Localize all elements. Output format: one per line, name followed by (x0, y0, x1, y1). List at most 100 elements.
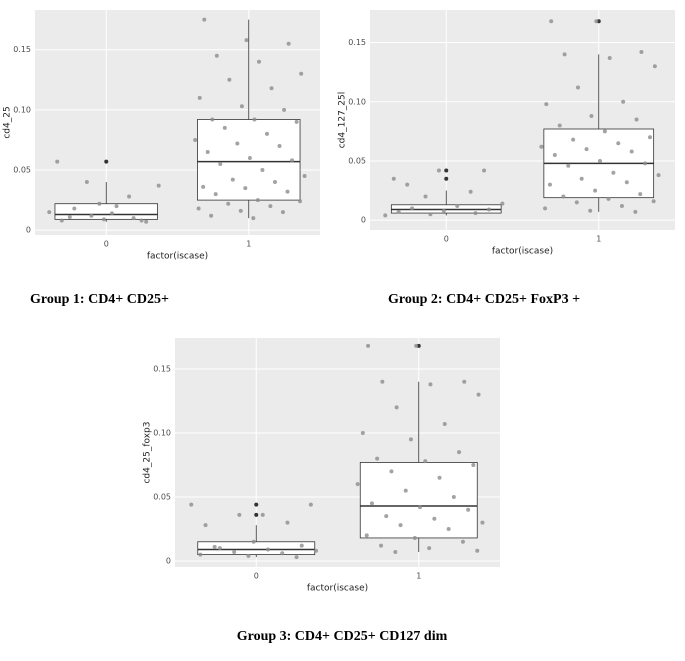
point (403, 488, 408, 493)
y-tick-label: 0 (26, 226, 31, 235)
point (594, 19, 599, 24)
point (619, 203, 624, 208)
point (213, 192, 218, 197)
point (257, 59, 262, 64)
point (442, 422, 447, 427)
point (607, 55, 612, 60)
point (209, 213, 214, 218)
point (201, 184, 206, 189)
outlier (444, 168, 449, 173)
point (282, 107, 287, 112)
point (238, 208, 243, 213)
point (566, 163, 571, 168)
point (251, 216, 256, 221)
point (139, 218, 144, 223)
point (576, 85, 581, 90)
point (280, 210, 285, 215)
point (396, 209, 401, 214)
point (446, 526, 451, 531)
point (428, 212, 433, 217)
point (189, 502, 194, 507)
point (375, 456, 380, 461)
y-tick-label: 0.15 (153, 364, 171, 373)
y-tick-label: 0.05 (153, 492, 171, 501)
point (299, 71, 304, 76)
y-tick-label: 0.10 (13, 105, 31, 114)
point (457, 450, 462, 455)
x-tick-label: 1 (246, 240, 251, 249)
point (473, 211, 478, 216)
y-tick-label: 0 (166, 556, 171, 565)
caption: Group 3: CD4+ CD25+ CD127 dim (237, 629, 448, 644)
point (72, 206, 77, 211)
point (55, 159, 60, 164)
point (364, 533, 369, 538)
point (638, 192, 643, 197)
point (380, 379, 385, 384)
point (486, 207, 491, 212)
point (593, 188, 598, 193)
point (562, 52, 567, 57)
point (369, 501, 374, 506)
point (286, 41, 291, 46)
point (393, 550, 398, 555)
outlier (444, 176, 449, 181)
point (277, 143, 282, 148)
point (280, 551, 285, 556)
point (237, 512, 242, 517)
y-tick-label: 0.15 (348, 38, 366, 47)
point (247, 155, 252, 160)
point (427, 546, 432, 551)
point (557, 123, 562, 128)
point (384, 514, 389, 519)
point (269, 86, 274, 91)
point (265, 547, 270, 552)
point (588, 208, 593, 213)
box (197, 541, 316, 555)
point (414, 343, 419, 348)
point (621, 99, 626, 104)
point (67, 214, 72, 219)
y-tick-label: 0.05 (348, 156, 366, 165)
point (355, 482, 360, 487)
point (109, 211, 114, 216)
point (97, 201, 102, 206)
box (359, 462, 478, 539)
point (210, 117, 215, 122)
point (423, 459, 428, 464)
x-tick-label: 0 (104, 240, 109, 249)
x-tick-label: 1 (416, 572, 421, 581)
point (656, 173, 661, 178)
point (624, 180, 629, 185)
point (198, 552, 203, 557)
x-axis-label: factor(iscase) (147, 252, 208, 262)
y-tick-label: 0.05 (13, 166, 31, 175)
point (549, 19, 554, 24)
point (272, 180, 277, 185)
point (308, 502, 313, 507)
box (54, 203, 158, 220)
point (246, 553, 251, 558)
x-tick-label: 0 (254, 572, 259, 581)
point (294, 555, 299, 560)
point (466, 507, 471, 512)
point (197, 95, 202, 100)
point (156, 183, 161, 188)
point (260, 512, 265, 517)
point (616, 141, 621, 146)
point (252, 117, 257, 122)
point (299, 543, 304, 548)
point (193, 137, 198, 142)
point (561, 194, 566, 199)
point (89, 213, 94, 218)
point (294, 119, 299, 124)
point (405, 182, 410, 187)
point (360, 430, 365, 435)
point (633, 209, 638, 214)
point (218, 162, 223, 167)
point (285, 189, 290, 194)
point (652, 64, 657, 69)
point (285, 520, 290, 525)
point (230, 177, 235, 182)
point (432, 516, 437, 521)
